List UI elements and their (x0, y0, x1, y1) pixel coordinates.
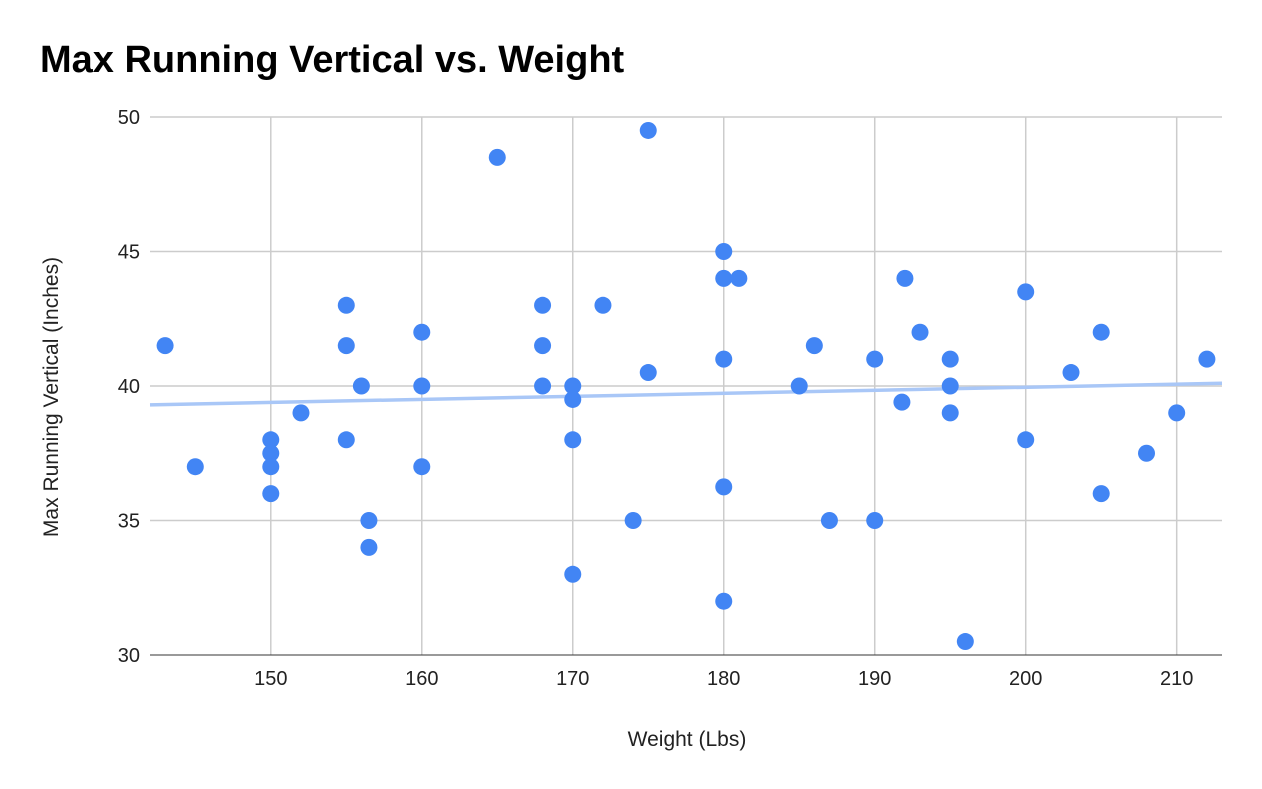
data-point (262, 458, 280, 476)
data-point (564, 390, 582, 408)
data-point (639, 364, 657, 382)
data-point (715, 478, 733, 496)
data-point (352, 377, 370, 395)
data-point (262, 485, 280, 503)
y-tick-label: 40 (118, 376, 140, 398)
data-point (564, 565, 582, 583)
data-point (866, 512, 884, 529)
data-point (360, 512, 378, 529)
data-point (1092, 323, 1110, 341)
data-point (730, 269, 748, 287)
x-axis-label: Weight (Lbs) (628, 728, 747, 751)
x-tick-label: 180 (707, 668, 740, 690)
data-point (337, 337, 355, 355)
data-point (1017, 431, 1035, 449)
data-point (790, 377, 808, 395)
data-point (292, 404, 310, 422)
data-point (413, 458, 431, 476)
data-point (360, 538, 378, 556)
x-tick-label: 160 (405, 668, 438, 690)
x-tick-label: 190 (858, 668, 891, 690)
data-point (956, 633, 974, 651)
data-point (715, 592, 733, 610)
data-point (820, 512, 838, 529)
data-point (624, 512, 642, 529)
data-point (156, 337, 174, 355)
data-point (413, 323, 431, 341)
y-tick-label: 35 (118, 511, 140, 533)
data-point (534, 296, 552, 314)
y-tick-label: 45 (118, 242, 140, 264)
data-point (805, 337, 823, 355)
y-axis-label: Max Running Vertical (Inches) (40, 257, 63, 537)
x-tick-label: 200 (1009, 668, 1042, 690)
data-point (262, 444, 280, 462)
data-point (941, 404, 959, 422)
data-point (1168, 404, 1186, 422)
data-point (866, 350, 884, 368)
x-tick-label: 150 (254, 668, 287, 690)
data-point (594, 296, 612, 314)
y-tick-label: 50 (118, 107, 140, 129)
data-point (639, 121, 657, 139)
chart-title: Max Running Vertical vs. Weight (40, 39, 625, 81)
horizontal-gridlines (150, 116, 1222, 522)
data-point (534, 337, 552, 355)
data-point (534, 377, 552, 395)
y-tick-label: 30 (118, 645, 140, 667)
data-point (715, 350, 733, 368)
data-point (564, 431, 582, 449)
x-tick-label: 210 (1160, 668, 1193, 690)
data-point (941, 350, 959, 368)
data-point (1062, 364, 1080, 382)
data-point (896, 269, 914, 287)
data-point (1138, 444, 1156, 462)
data-points (156, 121, 1216, 651)
data-point (337, 431, 355, 449)
data-point (1198, 350, 1216, 368)
x-tick-labels: 150 160 170 180 190 200 210 (254, 668, 1193, 690)
data-point (715, 269, 733, 287)
data-point (1092, 485, 1110, 503)
data-point (715, 243, 733, 260)
trendline (149, 381, 1223, 407)
data-point (488, 148, 506, 166)
data-point (337, 296, 355, 314)
data-point (413, 377, 431, 395)
data-point (564, 377, 582, 395)
data-point (893, 393, 911, 411)
x-tick-label: 170 (556, 668, 589, 690)
data-point (941, 377, 959, 395)
data-point (1017, 283, 1035, 301)
y-tick-labels: 30 35 40 45 50 (118, 107, 140, 667)
data-point (262, 431, 280, 449)
data-point (911, 323, 929, 341)
data-point (186, 458, 204, 476)
